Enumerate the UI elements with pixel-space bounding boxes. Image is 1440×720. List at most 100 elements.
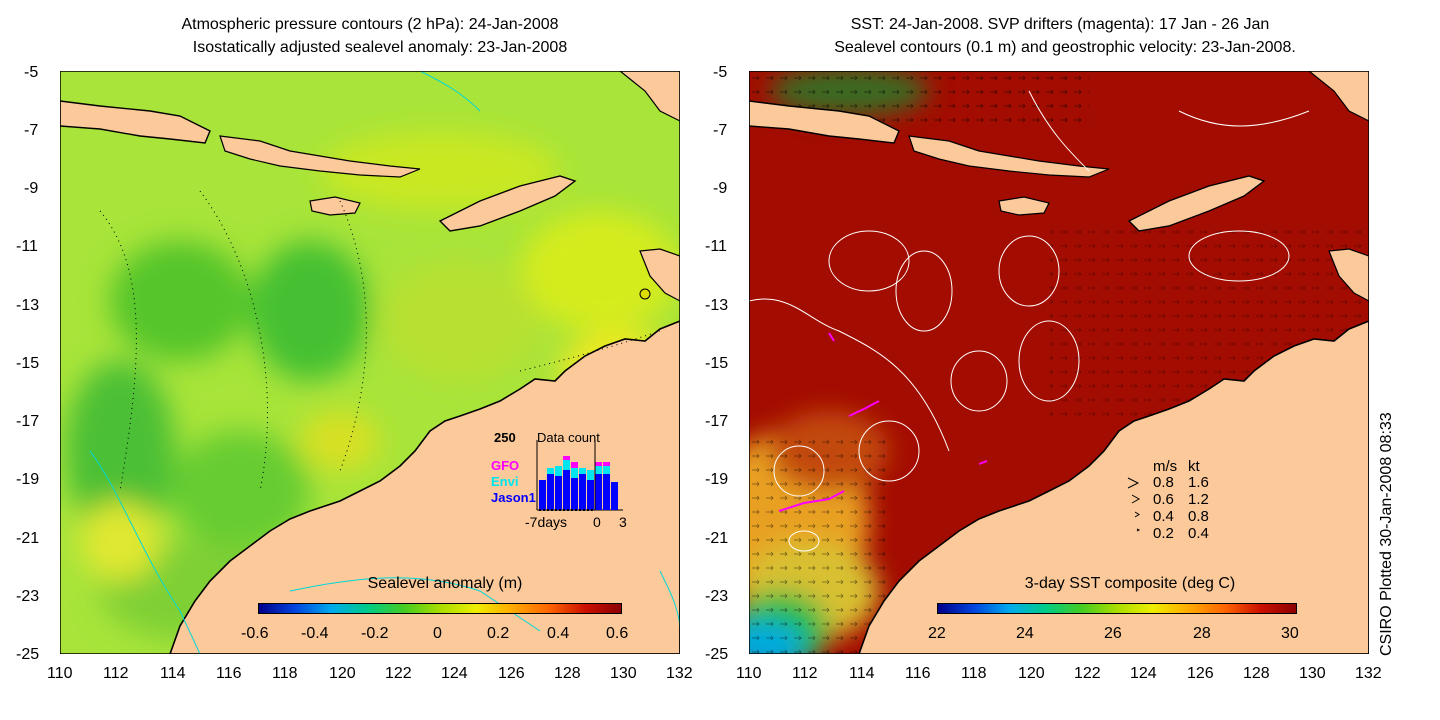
left-title-line2: Isostatically adjusted sealevel anomaly:… <box>192 39 568 56</box>
lon-tick: 124 <box>1130 665 1157 682</box>
lon-tick: 120 <box>329 665 356 682</box>
sst-tick: 22 <box>928 625 946 642</box>
gfo-label: GFO <box>491 458 520 473</box>
lon-tick: 118 <box>272 665 298 682</box>
data-count-x-end: 3 <box>619 514 627 530</box>
lon-tick: 128 <box>554 665 581 682</box>
java-island <box>749 100 900 144</box>
velocity-legend-arrows <box>1127 477 1141 532</box>
lat-tick: -7 <box>713 122 728 139</box>
lon-tick: 128 <box>1243 665 1270 682</box>
station-marker <box>639 288 651 300</box>
lat-tick: -13 <box>705 297 729 314</box>
legend-header-ms: m/s <box>1153 458 1178 475</box>
sealevel-anomaly-map <box>60 71 680 654</box>
legend-ms-value: 0.6 <box>1153 491 1174 508</box>
data-count-x-zero: 0 <box>593 514 601 530</box>
right-title-line1: SST: 24-Jan-2008. SVP drifters (magenta)… <box>850 16 1270 33</box>
lat-tick: -17 <box>705 413 729 430</box>
sealevel-contours <box>749 90 1310 552</box>
lon-tick: 116 <box>905 665 931 682</box>
lon-tick: 122 <box>385 665 412 682</box>
lesser-sunda-islands <box>219 135 421 178</box>
legend-ms-value: 0.2 <box>1153 525 1174 542</box>
ssa-tick: -0.4 <box>301 625 329 642</box>
sumba-island <box>998 196 1050 216</box>
lon-tick: 112 <box>103 665 129 682</box>
sst-tick: 26 <box>1104 625 1122 642</box>
lat-tick: -11 <box>16 238 38 255</box>
ssa-tick: -0.2 <box>361 625 389 642</box>
lon-tick: 132 <box>1355 665 1382 682</box>
lat-tick: -25 <box>705 646 729 663</box>
lon-tick: 114 <box>849 665 875 682</box>
legend-kt-value: 0.8 <box>1188 508 1209 525</box>
lat-tick: -5 <box>24 64 39 81</box>
java-island <box>60 100 211 144</box>
north-coast-land <box>639 248 680 302</box>
sumba-island <box>309 196 361 216</box>
sst-tick: 30 <box>1281 625 1299 642</box>
right-title-line2: Sealevel contours (0.1 m) and geostrophi… <box>834 39 1296 56</box>
ssa-tick: 0 <box>433 625 442 642</box>
australia-land <box>169 320 680 654</box>
lat-tick: -5 <box>713 64 728 81</box>
north-coast-land <box>1328 248 1369 302</box>
lat-tick: -15 <box>16 355 40 372</box>
sst-colorbar-title: 3-day SST composite (deg C) <box>1024 575 1236 592</box>
ssa-tick: 0.2 <box>487 625 510 642</box>
lat-tick: -9 <box>24 180 39 197</box>
left-title-line1: Atmospheric pressure contours (2 hPa): 2… <box>181 16 559 33</box>
sst-tick: 28 <box>1193 625 1211 642</box>
lon-tick: 110 <box>47 665 73 682</box>
sulawesi-fragments <box>619 71 680 122</box>
data-count-max: 250 <box>494 430 516 445</box>
australia-land <box>858 320 1369 654</box>
sst-map <box>749 71 1369 654</box>
legend-ms-value: 0.4 <box>1153 508 1174 525</box>
lon-tick: 112 <box>792 665 818 682</box>
lat-tick: -21 <box>16 530 40 547</box>
lat-tick: -19 <box>16 471 40 488</box>
lat-tick: -23 <box>705 588 729 605</box>
data-count-x-start: -7days <box>525 514 568 530</box>
data-count-title: Data count <box>537 430 600 445</box>
timor-island <box>438 175 577 232</box>
lat-tick: -7 <box>24 122 39 139</box>
lat-tick: -15 <box>705 355 729 372</box>
ssa-colorbar <box>258 603 622 614</box>
legend-ms-value: 0.8 <box>1153 474 1174 491</box>
lon-tick: 132 <box>666 665 693 682</box>
legend-kt-value: 0.4 <box>1188 525 1209 542</box>
ssa-tick: -0.6 <box>241 625 269 642</box>
lon-tick: 122 <box>1074 665 1101 682</box>
timor-island <box>1127 175 1266 232</box>
lat-tick: -25 <box>16 646 40 663</box>
lon-tick: 116 <box>216 665 242 682</box>
lon-tick: 118 <box>961 665 987 682</box>
lon-tick: 110 <box>736 665 762 682</box>
legend-kt-value: 1.2 <box>1188 491 1209 508</box>
sealevel-dotted-contours <box>99 190 661 492</box>
jason1-label: Jason1 <box>491 490 536 505</box>
lesser-sunda-islands <box>908 135 1110 178</box>
legend-header-kt: kt <box>1188 458 1200 475</box>
lon-tick: 114 <box>160 665 186 682</box>
lat-tick: -17 <box>16 413 40 430</box>
lon-tick: 126 <box>1187 665 1214 682</box>
sst-tick: 24 <box>1016 625 1034 642</box>
pressure-contours <box>89 71 680 654</box>
lon-tick: 126 <box>498 665 525 682</box>
svp-drifter-tracks <box>778 332 988 512</box>
lat-tick: -9 <box>713 180 728 197</box>
data-count-bars <box>536 440 623 511</box>
ssa-tick: 0.4 <box>547 625 570 642</box>
lat-tick: -23 <box>16 588 40 605</box>
lat-tick: -21 <box>705 530 729 547</box>
legend-kt-value: 1.6 <box>1188 474 1209 491</box>
lat-tick: -19 <box>705 471 729 488</box>
ssa-colorbar-title: Sealevel anomaly (m) <box>367 575 523 592</box>
lon-tick: 124 <box>441 665 468 682</box>
csiro-plot-credit: CSIRO Plotted 30-Jan-2008 08:33 <box>1378 412 1395 656</box>
lon-tick: 120 <box>1018 665 1045 682</box>
